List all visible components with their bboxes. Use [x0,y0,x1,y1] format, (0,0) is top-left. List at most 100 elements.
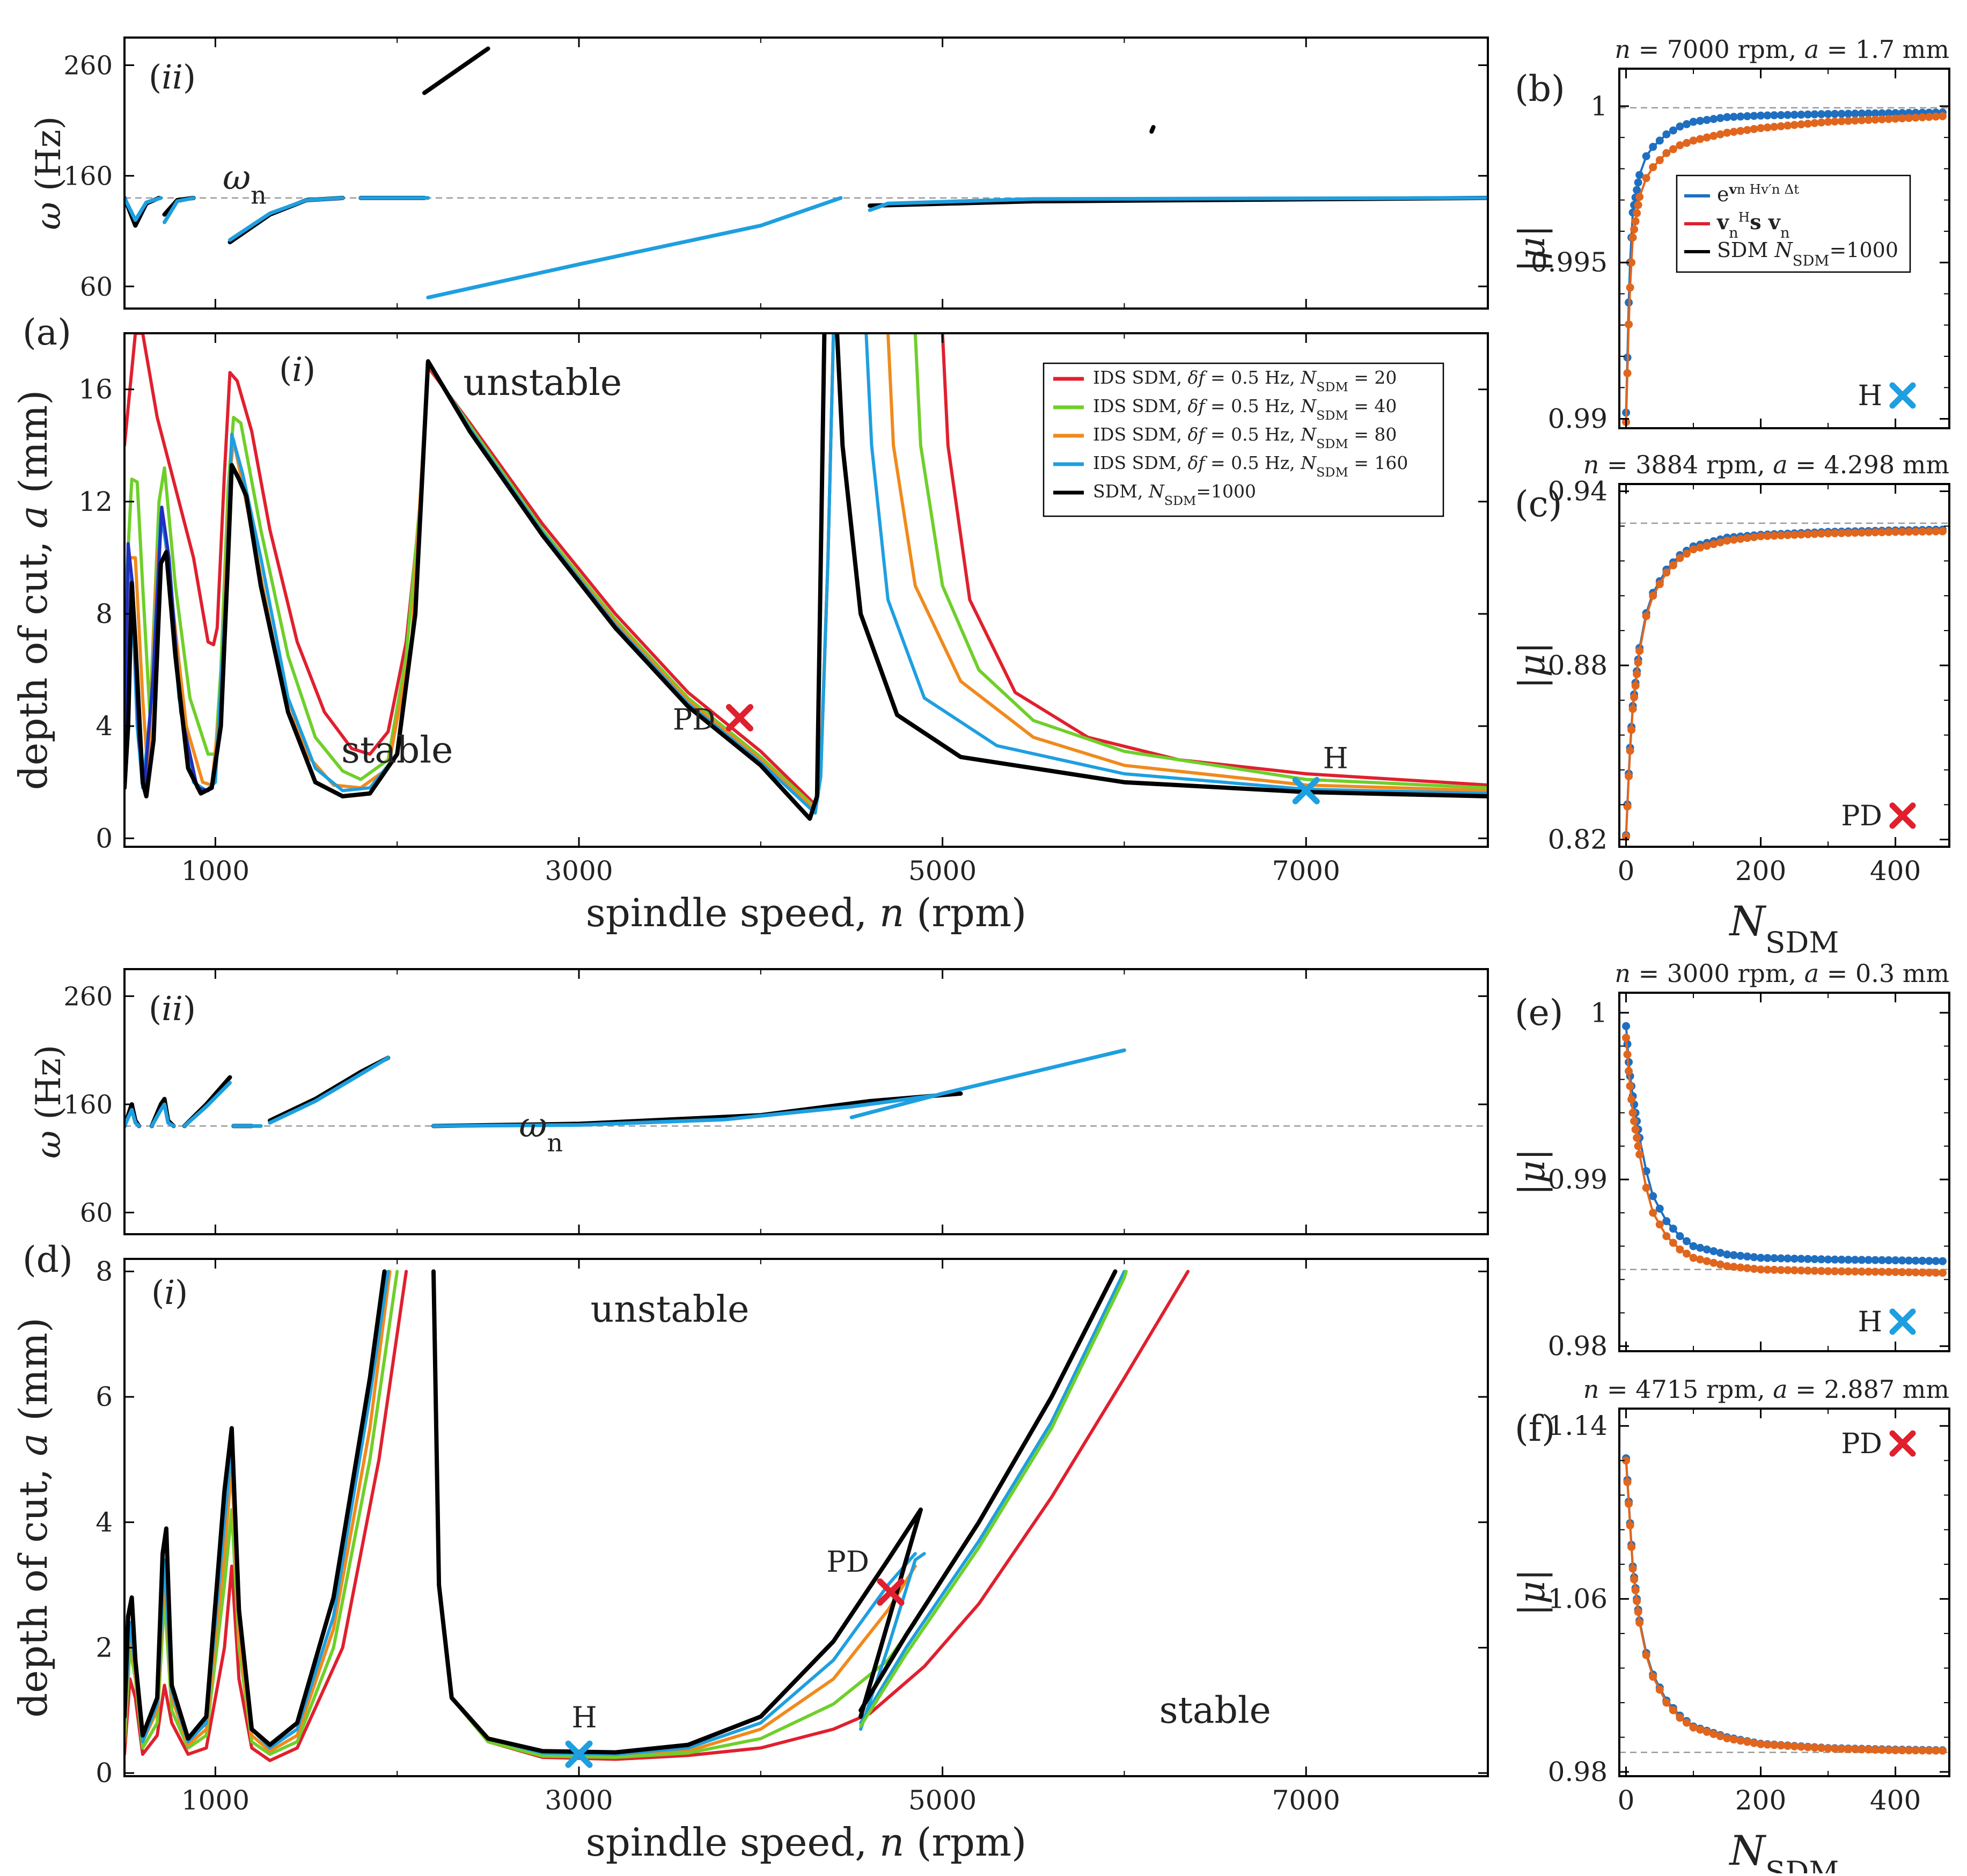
series-dark_orange-point [1817,118,1826,127]
series-dark_orange-point [1810,1266,1819,1275]
series-dark_orange-point [1824,118,1832,126]
series-dark_blue-point [1763,111,1772,120]
series-dark_orange-point [1634,658,1642,667]
series-dark_orange-point [1642,1184,1650,1192]
series-dark_blue-point [1831,1255,1839,1264]
series-black-seg-2 [227,195,345,245]
series-dark_orange-point [1877,1267,1886,1276]
series-blue-seg-2 [228,196,345,242]
series-dark_orange-point [1628,1564,1637,1573]
series-dark_blue-point [1770,111,1779,120]
series-dark_orange-point [1877,1746,1886,1754]
series-dark_orange-point [1649,1208,1657,1217]
series-dark_orange-point [1696,135,1705,143]
y-axis-label: |μ| [1511,225,1553,272]
series-dark_blue-point [1790,1255,1799,1263]
series-dark_blue-point [1689,118,1698,126]
series-dark_blue-point [1683,1237,1691,1245]
series-dark_orange-point [1783,121,1792,130]
series-dark_blue-point [1898,1256,1906,1265]
series-dark_orange-point [1676,1713,1684,1722]
series-dark_orange-point [1858,529,1866,537]
series-dark_orange-point [1627,258,1636,267]
series-dark_orange-point [1655,156,1664,164]
series-dark_blue-point [1757,111,1765,120]
series-dark_orange-point [1844,529,1853,537]
series-dark_orange-point [1898,1268,1906,1277]
series-dark_orange-point [1622,1034,1631,1042]
ytick-label: 8 [96,1256,113,1287]
series-dark_blue-point [1783,111,1792,119]
panel-title: n = 4715 rpm, a = 2.887 mm [1583,1375,1949,1404]
series-dark_orange-point [1925,527,1933,536]
panel-title: n = 3000 rpm, a = 0.3 mm [1614,959,1949,988]
series-dark_orange-point [1642,1651,1650,1659]
ytick-label: 2 [96,1632,113,1663]
series-dark_orange-point [1633,670,1641,678]
series-dark_orange-point [1797,120,1805,129]
omega-n-label: ωn [223,158,267,209]
series-dark_orange-point [1743,126,1751,134]
marker-label-h: H [571,1701,597,1734]
series-dark_orange-point [1729,536,1738,544]
series-dark_orange-point [1871,1267,1880,1276]
series-dark_orange-point [1623,1478,1632,1486]
series-dark_orange-point [1938,112,1947,121]
series-ids-sdm-n-80-r [432,1270,917,1757]
series-black-seg-4 [422,46,490,96]
series-dark_orange-point [1736,1736,1745,1745]
series-dark_orange-point [1905,527,1913,536]
legend-entry-red: IDS SDM, δf = 0.5 Hz, NSDM = 20 [1093,367,1397,394]
xtick-label: 400 [1870,1785,1921,1816]
marker-pd [877,1578,905,1606]
marker-h-stroke [1889,1308,1916,1335]
series-dark_orange-point [1831,1745,1839,1753]
series-dark_orange-point [1938,1746,1947,1755]
series-dark_blue-point [1918,1257,1927,1265]
marker-label-pd: PD [826,1545,869,1579]
legend-entry-orange: IDS SDM, δf = 0.5 Hz, NSDM = 80 [1093,424,1397,451]
series-dark_orange-point [1898,1746,1906,1755]
series-dark_orange-point [1757,532,1765,540]
series-dark_orange-point [1696,543,1705,552]
series-dark_blue-point [1851,1256,1859,1264]
series-dark_blue-point [1649,143,1657,151]
series-dark_orange-point [1635,1150,1644,1159]
series-dark_orange-point [1716,130,1724,138]
series-dark_orange-point [1891,114,1900,123]
series-dark_blue-point [1689,1242,1698,1250]
series-dark_orange-point [1635,1618,1644,1627]
omega-n-label: ωn [519,1106,563,1157]
ytick-label: 0.88 [1548,650,1608,681]
series-dark_blue-point [1702,1245,1711,1254]
legend: IDS SDM, δf = 0.5 Hz, NSDM = 20 IDS SDM, … [1043,362,1444,517]
series-blue-seg-0 [124,1108,141,1128]
series-dark_orange-point [1750,1265,1758,1273]
series-dark_blue-point [1837,1255,1846,1264]
series-blue-seg-4 [268,1056,390,1125]
panel-title: n = 7000 rpm, a = 1.7 mm [1614,35,1949,64]
series-dark_blue-point [1864,109,1873,118]
series-dark_orange-point [1723,128,1731,137]
series-ids-sdm-n-40-r [913,333,1488,790]
plot-area-d_ii [124,1048,1488,1128]
series-dark_orange-point [1689,545,1698,554]
series-dark_orange-point [1777,1741,1785,1750]
series-dark_orange-point [1797,530,1805,539]
series-dark_orange-point [1676,141,1684,150]
series-dark_orange-point [1844,1745,1853,1753]
series-dark_orange-point [1628,705,1637,713]
marker-label-pd: PD [1841,800,1882,832]
series-dark_orange-point [1655,580,1664,589]
region-label-unstable: unstable [590,1288,749,1331]
ytick-label: 0.99 [1548,1164,1608,1195]
series-dark_blue-line [1625,528,1943,836]
series-sdm-n-1000-r [431,1269,923,1755]
series-dark_blue-point [1743,112,1751,121]
series-dark_blue-point [1877,109,1886,118]
series-dark_blue-point [1803,110,1812,119]
series-dark_orange-point [1837,1745,1846,1753]
series-dark_orange-point [1918,1746,1927,1755]
series-dark_orange-point [1911,1268,1920,1277]
plot-area-a_ii [124,46,1488,299]
